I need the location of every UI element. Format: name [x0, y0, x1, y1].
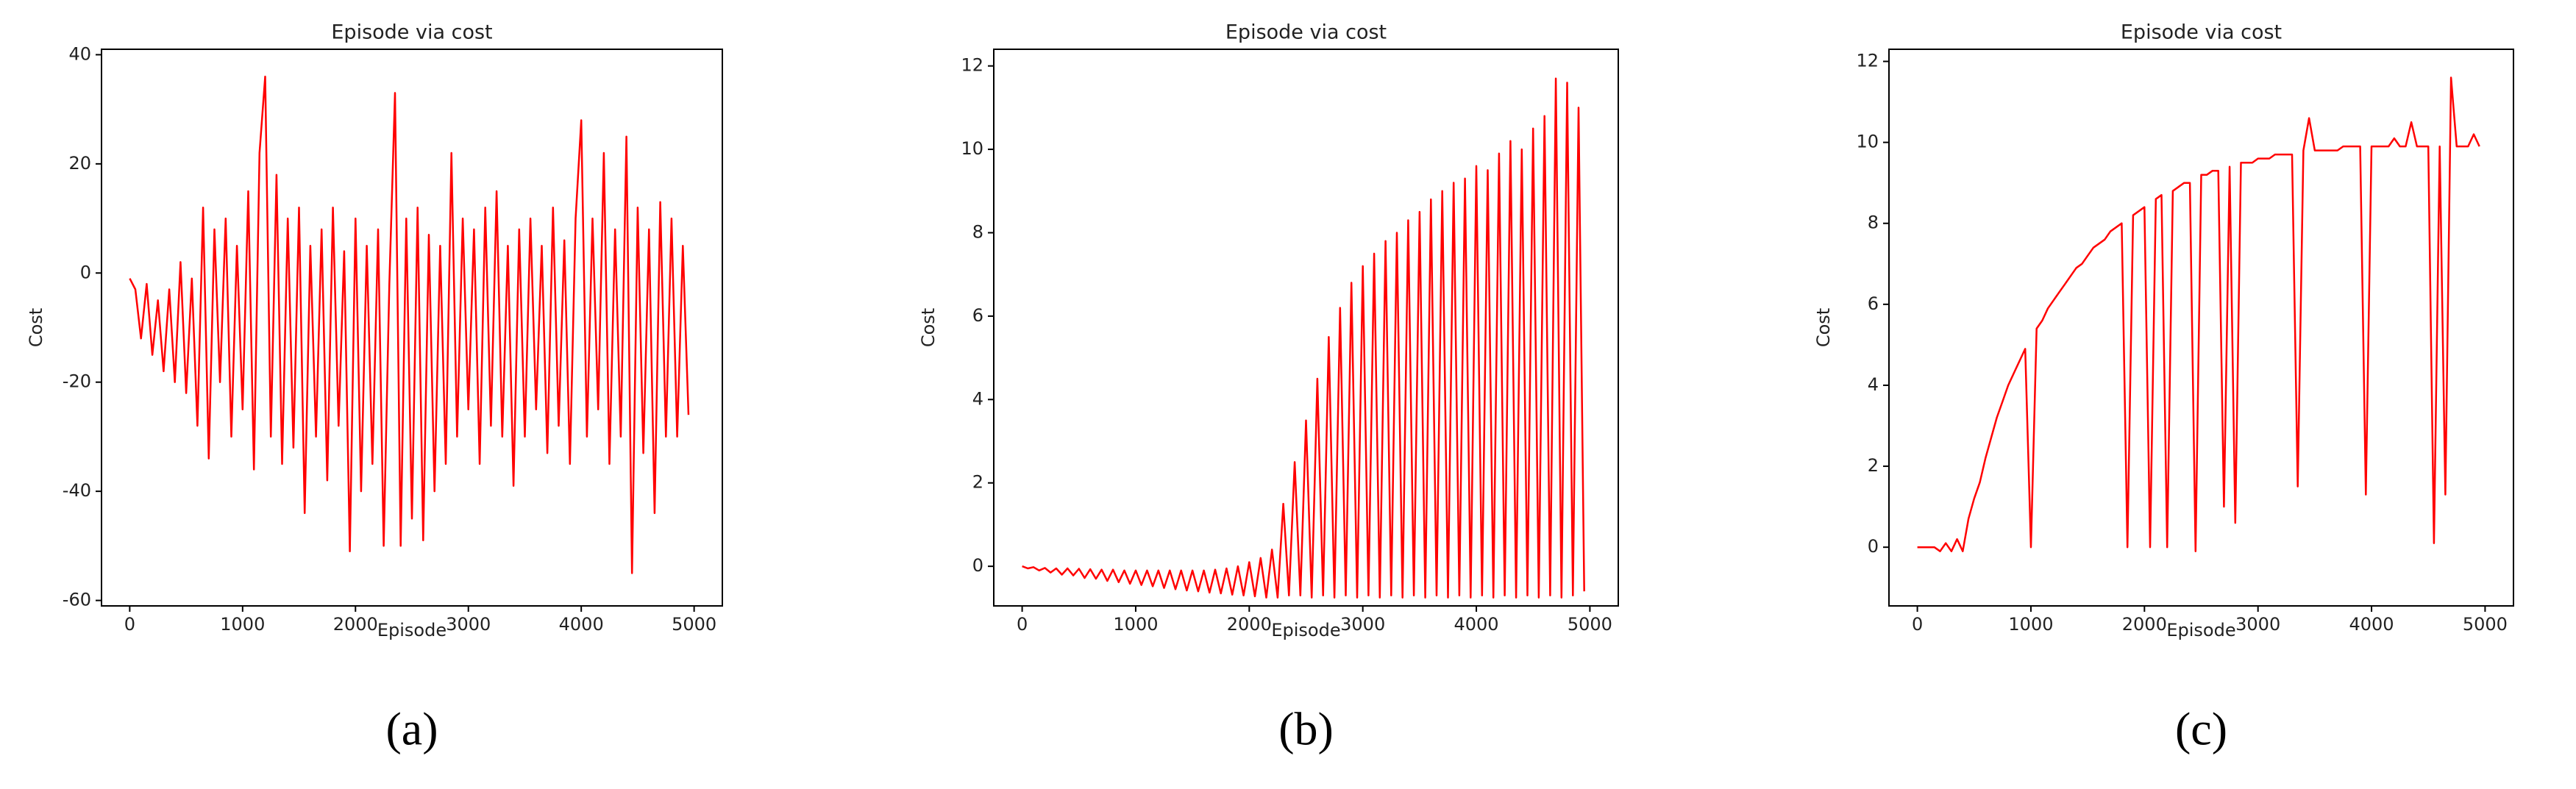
data-line — [129, 75, 690, 574]
y-tick-label: 0 — [80, 262, 91, 282]
x-axis-label: Episode — [2166, 620, 2235, 640]
y-tick-label: 2 — [972, 472, 983, 493]
data-line — [1022, 77, 1585, 599]
y-tick-label: 4 — [972, 388, 983, 409]
x-tick-label: 3000 — [2235, 614, 2280, 635]
x-tick-label: 0 — [1912, 614, 1923, 635]
y-axis-label: Cost — [1813, 308, 1834, 347]
y-tick-label: 12 — [1856, 51, 1879, 71]
y-tick-label: -40 — [63, 480, 91, 501]
x-tick-label: 2000 — [333, 614, 378, 635]
x-tick-label: 3000 — [446, 614, 491, 635]
panel-label: (a) — [385, 703, 438, 755]
y-tick-label: 20 — [68, 153, 91, 174]
y-tick-label: -60 — [63, 590, 91, 610]
y-axis-label: Cost — [26, 308, 46, 347]
x-tick-label: 1000 — [2008, 614, 2053, 635]
x-tick-label: 4000 — [1454, 614, 1499, 635]
x-tick-label: 1000 — [1113, 614, 1158, 635]
x-tick-label: 0 — [124, 614, 135, 635]
y-tick-label: 2 — [1868, 455, 1879, 476]
x-axis-label: Episode — [377, 620, 446, 640]
chart-title: Episode via cost — [1225, 21, 1387, 44]
x-tick-label: 4000 — [559, 614, 604, 635]
data-line — [1917, 76, 2480, 552]
y-tick-label: 8 — [1868, 213, 1879, 233]
x-tick-label: 5000 — [1568, 614, 1612, 635]
x-tick-label: 5000 — [2463, 614, 2508, 635]
y-axis-label: Cost — [918, 308, 939, 347]
y-tick-label: -20 — [63, 371, 91, 392]
panel-label: (b) — [1278, 703, 1334, 755]
plot-area — [1888, 49, 2514, 607]
y-tick-label: 10 — [1856, 132, 1879, 152]
panel-label: (c) — [2175, 703, 2227, 755]
chart-title: Episode via cost — [331, 21, 492, 44]
x-tick-label: 3000 — [1340, 614, 1385, 635]
x-tick-label: 5000 — [672, 614, 716, 635]
y-tick-label: 8 — [972, 221, 983, 242]
x-tick-label: 1000 — [220, 614, 265, 635]
y-tick-label: 4 — [1868, 374, 1879, 395]
y-tick-label: 40 — [68, 43, 91, 64]
x-axis-label: Episode — [1271, 620, 1340, 640]
y-tick-label: 12 — [961, 55, 983, 76]
y-tick-label: 6 — [972, 305, 983, 326]
y-tick-label: 6 — [1868, 293, 1879, 314]
x-tick-label: 4000 — [2349, 614, 2394, 635]
x-tick-label: 2000 — [2122, 614, 2167, 635]
y-tick-label: 0 — [972, 555, 983, 576]
y-tick-label: 10 — [961, 138, 983, 159]
x-tick-label: 2000 — [1227, 614, 1272, 635]
y-tick-label: 0 — [1868, 536, 1879, 557]
x-tick-label: 0 — [1017, 614, 1028, 635]
chart-title: Episode via cost — [2121, 21, 2282, 44]
